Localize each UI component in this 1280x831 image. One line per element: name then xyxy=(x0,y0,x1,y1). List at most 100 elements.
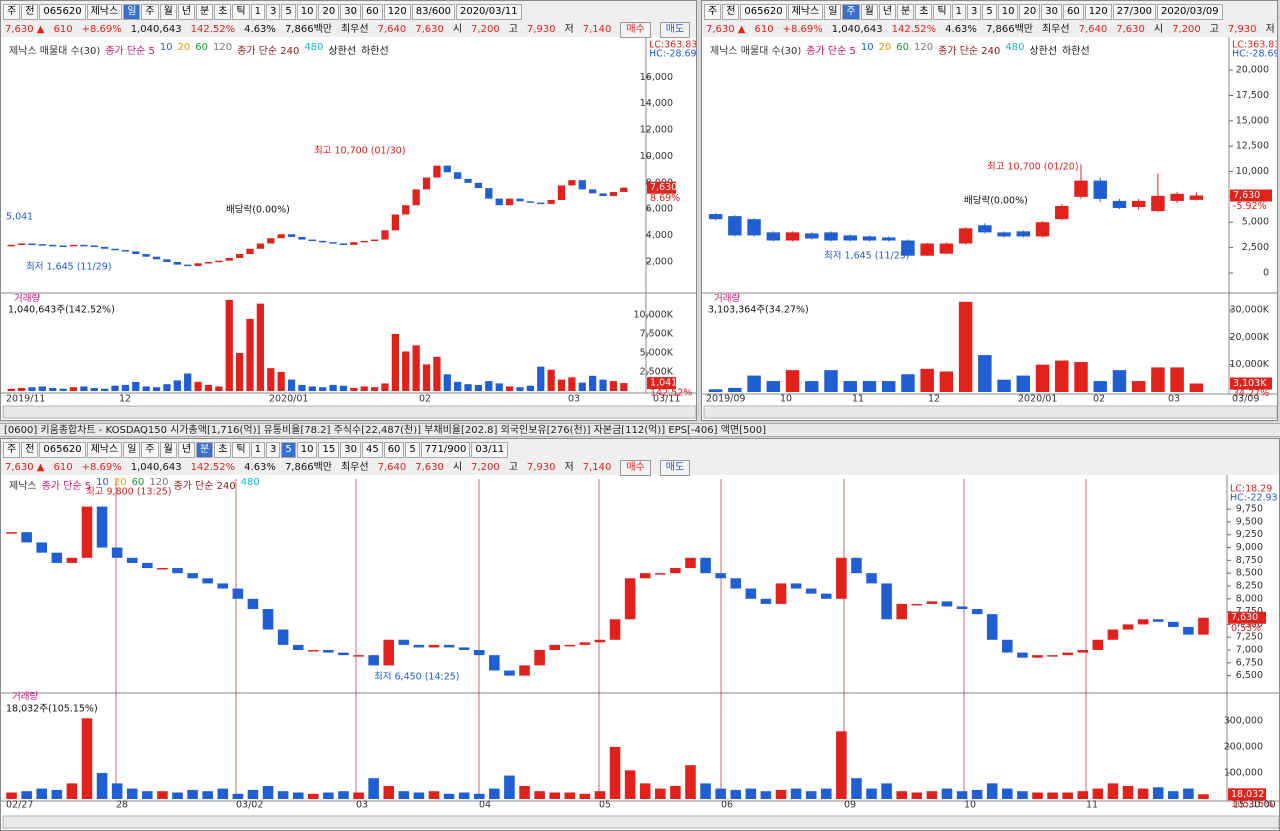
toolbar-button[interactable]: 065620 xyxy=(39,4,86,20)
toolbar-button[interactable]: 3 xyxy=(266,442,281,458)
toolbar-button[interactable]: 주 xyxy=(3,442,21,458)
toolbar-button[interactable]: 주 xyxy=(141,442,159,458)
toolbar-button[interactable]: 전 xyxy=(722,4,740,20)
toolbar-button[interactable]: 제낙스 xyxy=(86,442,123,458)
trade-button[interactable]: 매도 xyxy=(659,22,691,38)
toolbar-button[interactable]: 120 xyxy=(1084,4,1112,20)
quote-field: 시 xyxy=(452,24,463,35)
y-tick-label: 7,500K xyxy=(640,329,674,340)
volume-bar xyxy=(881,381,896,392)
toolbar-button[interactable]: 120 xyxy=(383,4,411,20)
toolbar-button[interactable]: 전 xyxy=(21,442,39,458)
toolbar-button[interactable]: 5 xyxy=(281,4,296,20)
toolbar-button[interactable]: 20 xyxy=(318,4,340,20)
toolbar-button[interactable]: 60 xyxy=(383,442,405,458)
toolbar-button[interactable]: 주 xyxy=(141,4,159,20)
volume-bar xyxy=(939,371,954,392)
candle-body xyxy=(204,261,213,264)
toolbar-button[interactable]: 일 xyxy=(824,4,842,20)
volume-bar xyxy=(17,387,26,391)
quote-field: 7,140 xyxy=(582,462,612,473)
toolbar-button[interactable]: 5 xyxy=(982,4,997,20)
last-price-label: 7,630 xyxy=(1233,190,1260,201)
toolbar-button[interactable]: 제낙스 xyxy=(787,4,824,20)
volume-bar xyxy=(422,364,431,391)
volume-bar xyxy=(843,381,857,392)
toolbar-button[interactable]: 년 xyxy=(878,4,897,20)
toolbar-button[interactable]: 065620 xyxy=(740,4,787,20)
toolbar-button[interactable]: 분 xyxy=(196,4,214,20)
toolbar-button[interactable]: 1 xyxy=(250,442,265,458)
toolbar-button[interactable]: 틱 xyxy=(232,4,250,20)
toolbar-button[interactable]: 월 xyxy=(159,4,177,20)
toolbar-button[interactable]: 1 xyxy=(951,4,966,20)
toolbar-button[interactable]: 초 xyxy=(214,4,232,20)
volume-bar xyxy=(862,381,877,392)
toolbar-button[interactable]: 10 xyxy=(296,4,318,20)
toolbar-button[interactable]: 2020/03/09 xyxy=(1156,4,1223,20)
toolbar-button[interactable]: 틱 xyxy=(232,442,250,458)
volume-bar xyxy=(920,368,934,392)
volume-bar xyxy=(760,791,772,799)
toolbar-button[interactable]: 일 xyxy=(123,442,141,458)
toolbar-button[interactable]: 27/300 xyxy=(1112,4,1156,20)
x-tick-label: 03 xyxy=(568,394,580,405)
last-price-label: 7,630 xyxy=(650,182,677,193)
quote-row: 7,630 ▲ 610 +8.69% 1,040,643 142.52% 4.63% 7,8… xyxy=(5,22,691,38)
toolbar-button[interactable]: 년 xyxy=(177,4,196,20)
toolbar-button[interactable]: 3 xyxy=(266,4,281,20)
volume-bar xyxy=(38,386,46,391)
x-tick-label: 10 xyxy=(964,800,976,811)
candle-body xyxy=(708,214,723,220)
toolbar-button[interactable]: 전 xyxy=(21,4,39,20)
toolbar-button[interactable]: 771/900 xyxy=(420,442,471,458)
volume-bar xyxy=(204,384,213,391)
toolbar-button[interactable]: 월 xyxy=(159,442,177,458)
toolbar-button[interactable]: 5 xyxy=(405,442,420,458)
candle-body xyxy=(526,201,534,203)
toolbar-button[interactable]: 주 xyxy=(3,4,21,20)
toolbar-button[interactable]: 2020/03/11 xyxy=(455,4,522,20)
toolbar-button[interactable]: 10 xyxy=(296,442,318,458)
toolbar-button[interactable]: 월 xyxy=(860,4,878,20)
toolbar-button[interactable]: 03/11 xyxy=(471,442,509,458)
toolbar-button[interactable]: 065620 xyxy=(39,442,86,458)
scale-label: HC:-28.69 xyxy=(1232,49,1278,60)
y-tick-label: 8,000 xyxy=(1236,593,1263,604)
toolbar-button[interactable]: 일 xyxy=(123,4,141,20)
toolbar-button[interactable]: 분 xyxy=(897,4,915,20)
toolbar-button[interactable]: 10 xyxy=(997,4,1019,20)
toolbar-button[interactable]: 분 xyxy=(196,442,214,458)
toolbar-button[interactable]: 15 xyxy=(318,442,340,458)
trade-button[interactable]: 매수 xyxy=(620,460,651,476)
toolbar-button[interactable]: 틱 xyxy=(933,4,951,20)
toolbar-button[interactable]: 초 xyxy=(915,4,933,20)
volume-ratio-label: 142.52% xyxy=(650,388,692,399)
toolbar-button[interactable]: 45 xyxy=(361,442,383,458)
toolbar-button[interactable]: 5 xyxy=(281,442,296,458)
quote-field: 610 xyxy=(754,24,774,35)
toolbar-button[interactable]: 30 xyxy=(1041,4,1062,20)
toolbar-button[interactable]: 주 xyxy=(842,4,860,20)
candle-body xyxy=(1035,222,1050,237)
toolbar-button[interactable]: 83/600 xyxy=(411,4,455,20)
candle-body xyxy=(971,609,983,615)
toolbar-button[interactable]: 30 xyxy=(340,4,361,20)
toolbar-button[interactable]: 20 xyxy=(1019,4,1041,20)
candle-body xyxy=(184,264,192,267)
toolbar-button[interactable]: 주 xyxy=(704,4,722,20)
toolbar-button[interactable]: 30 xyxy=(340,442,361,458)
trade-button[interactable]: 매도 xyxy=(659,460,691,476)
x-tick-label: 12 xyxy=(928,394,940,405)
toolbar-button[interactable]: 60 xyxy=(361,4,383,20)
toolbar-button[interactable]: 1 xyxy=(250,4,265,20)
toolbar-button[interactable]: 년 xyxy=(177,442,196,458)
toolbar-button[interactable]: 제낙스 xyxy=(86,4,123,20)
x-tick-label: 04 xyxy=(479,800,491,811)
toolbar-button[interactable]: 3 xyxy=(967,4,982,20)
candle-body xyxy=(866,573,877,584)
x-tick-label: 2019/09 xyxy=(706,394,745,405)
trade-button[interactable]: 매수 xyxy=(620,22,651,38)
toolbar-button[interactable]: 초 xyxy=(214,442,232,458)
toolbar-button[interactable]: 60 xyxy=(1062,4,1084,20)
